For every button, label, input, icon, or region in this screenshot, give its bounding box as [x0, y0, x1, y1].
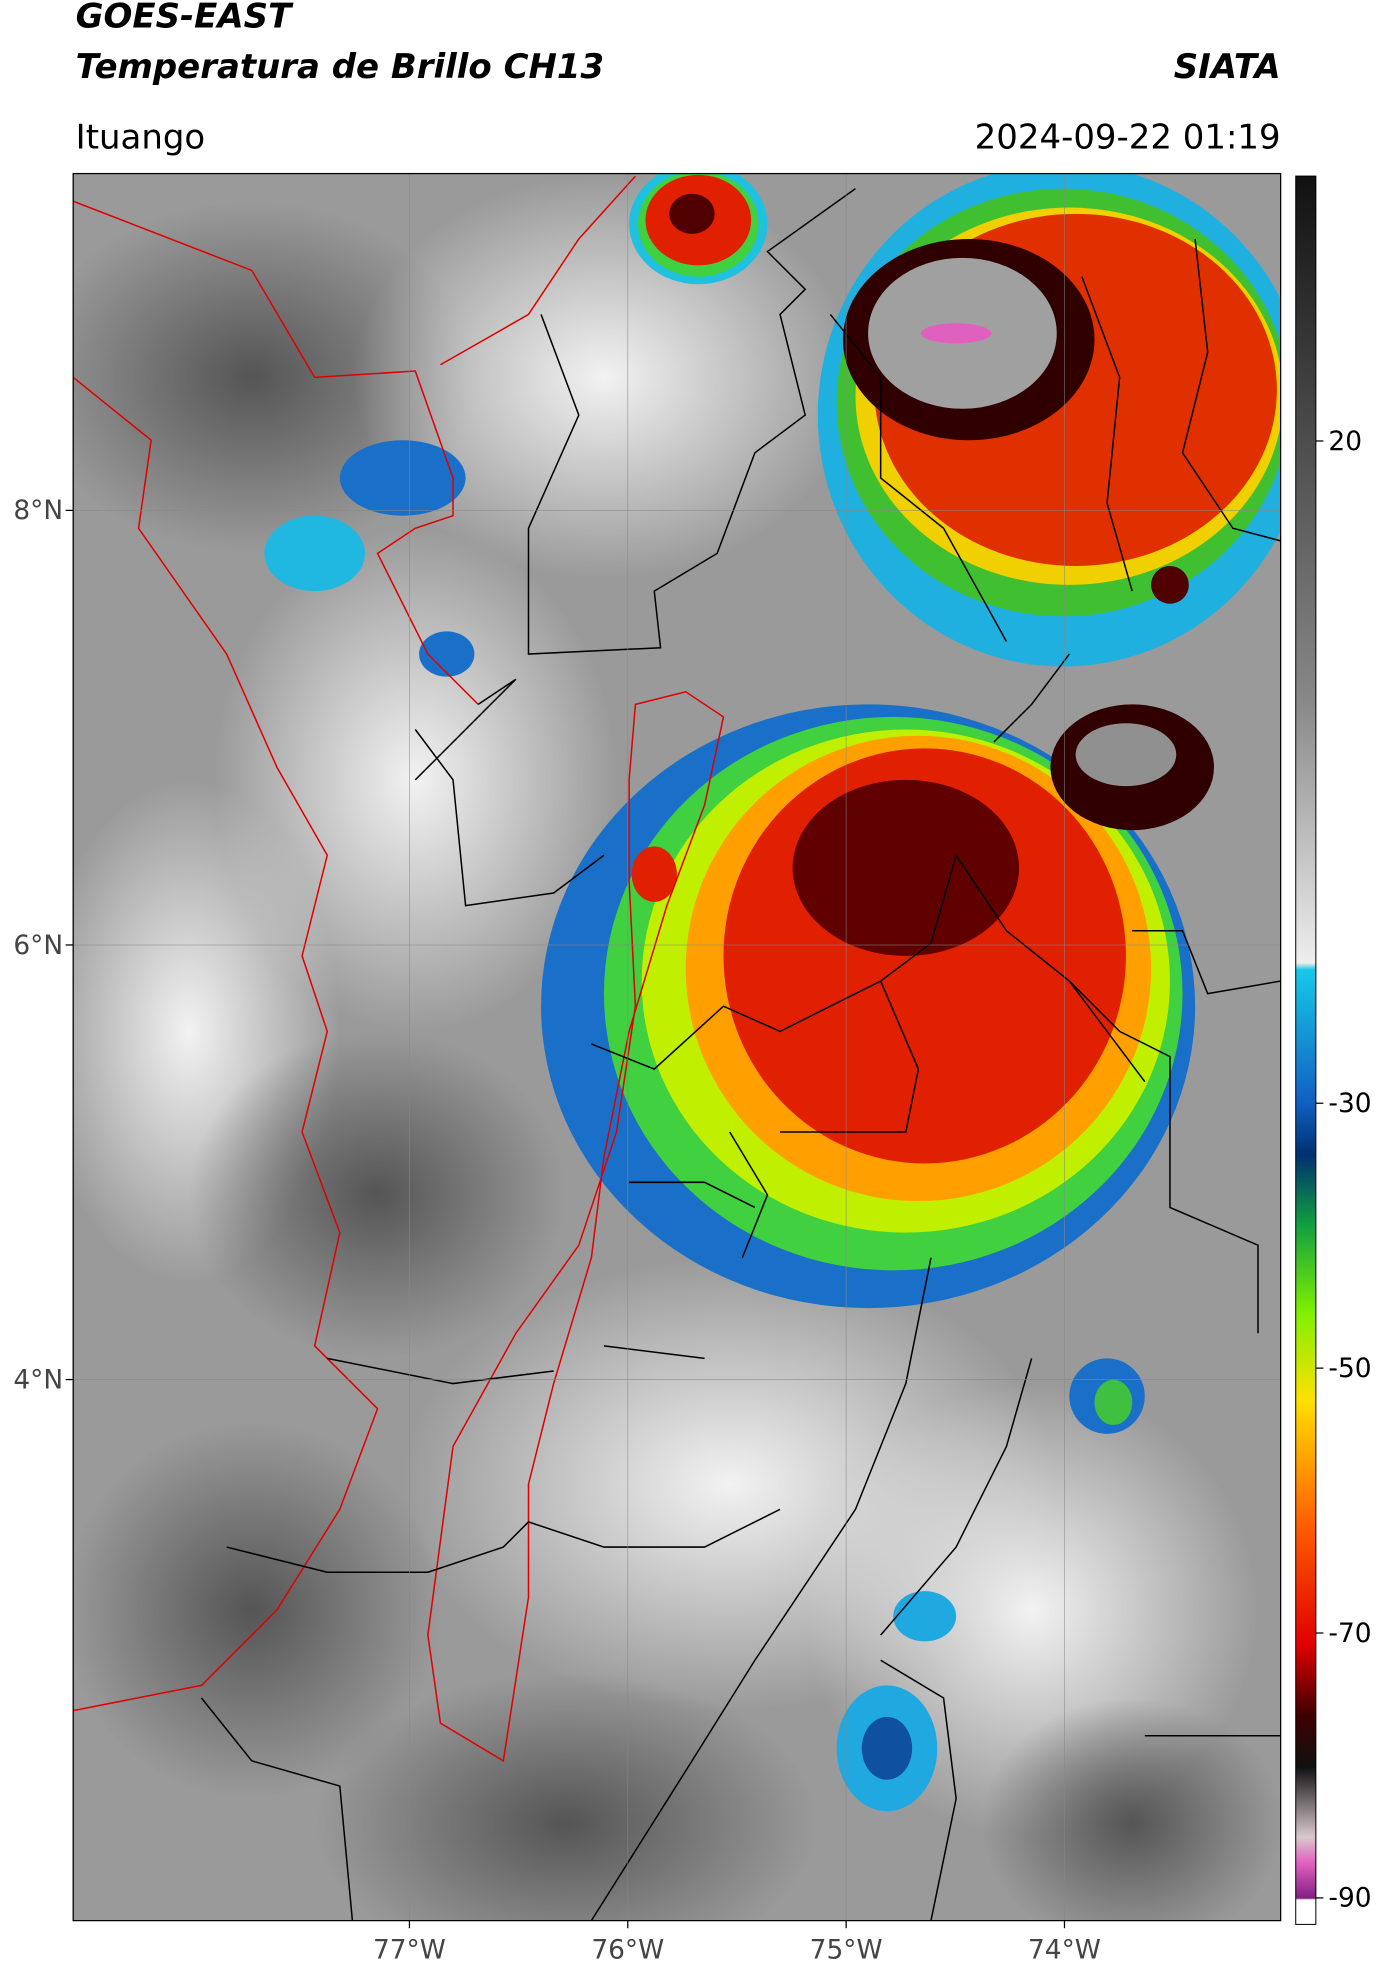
- datetime: 2024-09-22 01:19: [975, 117, 1281, 157]
- x-tick-label: 77°W: [373, 1934, 446, 1965]
- y-tick-label: 6°N: [13, 930, 63, 961]
- x-tick-label: 74°W: [1028, 1934, 1101, 1965]
- colorbar-tick-label: -90: [1328, 1883, 1371, 1914]
- colorbar-tick-label: -50: [1328, 1353, 1371, 1384]
- colorbar-tick-label: -70: [1328, 1618, 1371, 1649]
- agency: SIATA: [1174, 47, 1281, 87]
- satellite-title: GOES-EAST: [76, 0, 294, 37]
- colorbar: [1295, 175, 1317, 1925]
- location: Ituango: [76, 117, 206, 157]
- product-title: Temperatura de Brillo CH13: [76, 47, 604, 87]
- colorbar-tick-label: 20: [1328, 426, 1362, 457]
- y-tick-label: 8°N: [13, 495, 63, 526]
- colorbar-tick-label: -30: [1328, 1088, 1371, 1119]
- x-tick-label: 75°W: [810, 1934, 883, 1965]
- x-tick-label: 76°W: [591, 1934, 664, 1965]
- map-image: [73, 173, 1281, 1921]
- graticule: [73, 173, 1281, 1921]
- map-frame: [72, 172, 1282, 1922]
- y-tick-label: 4°N: [13, 1364, 63, 1395]
